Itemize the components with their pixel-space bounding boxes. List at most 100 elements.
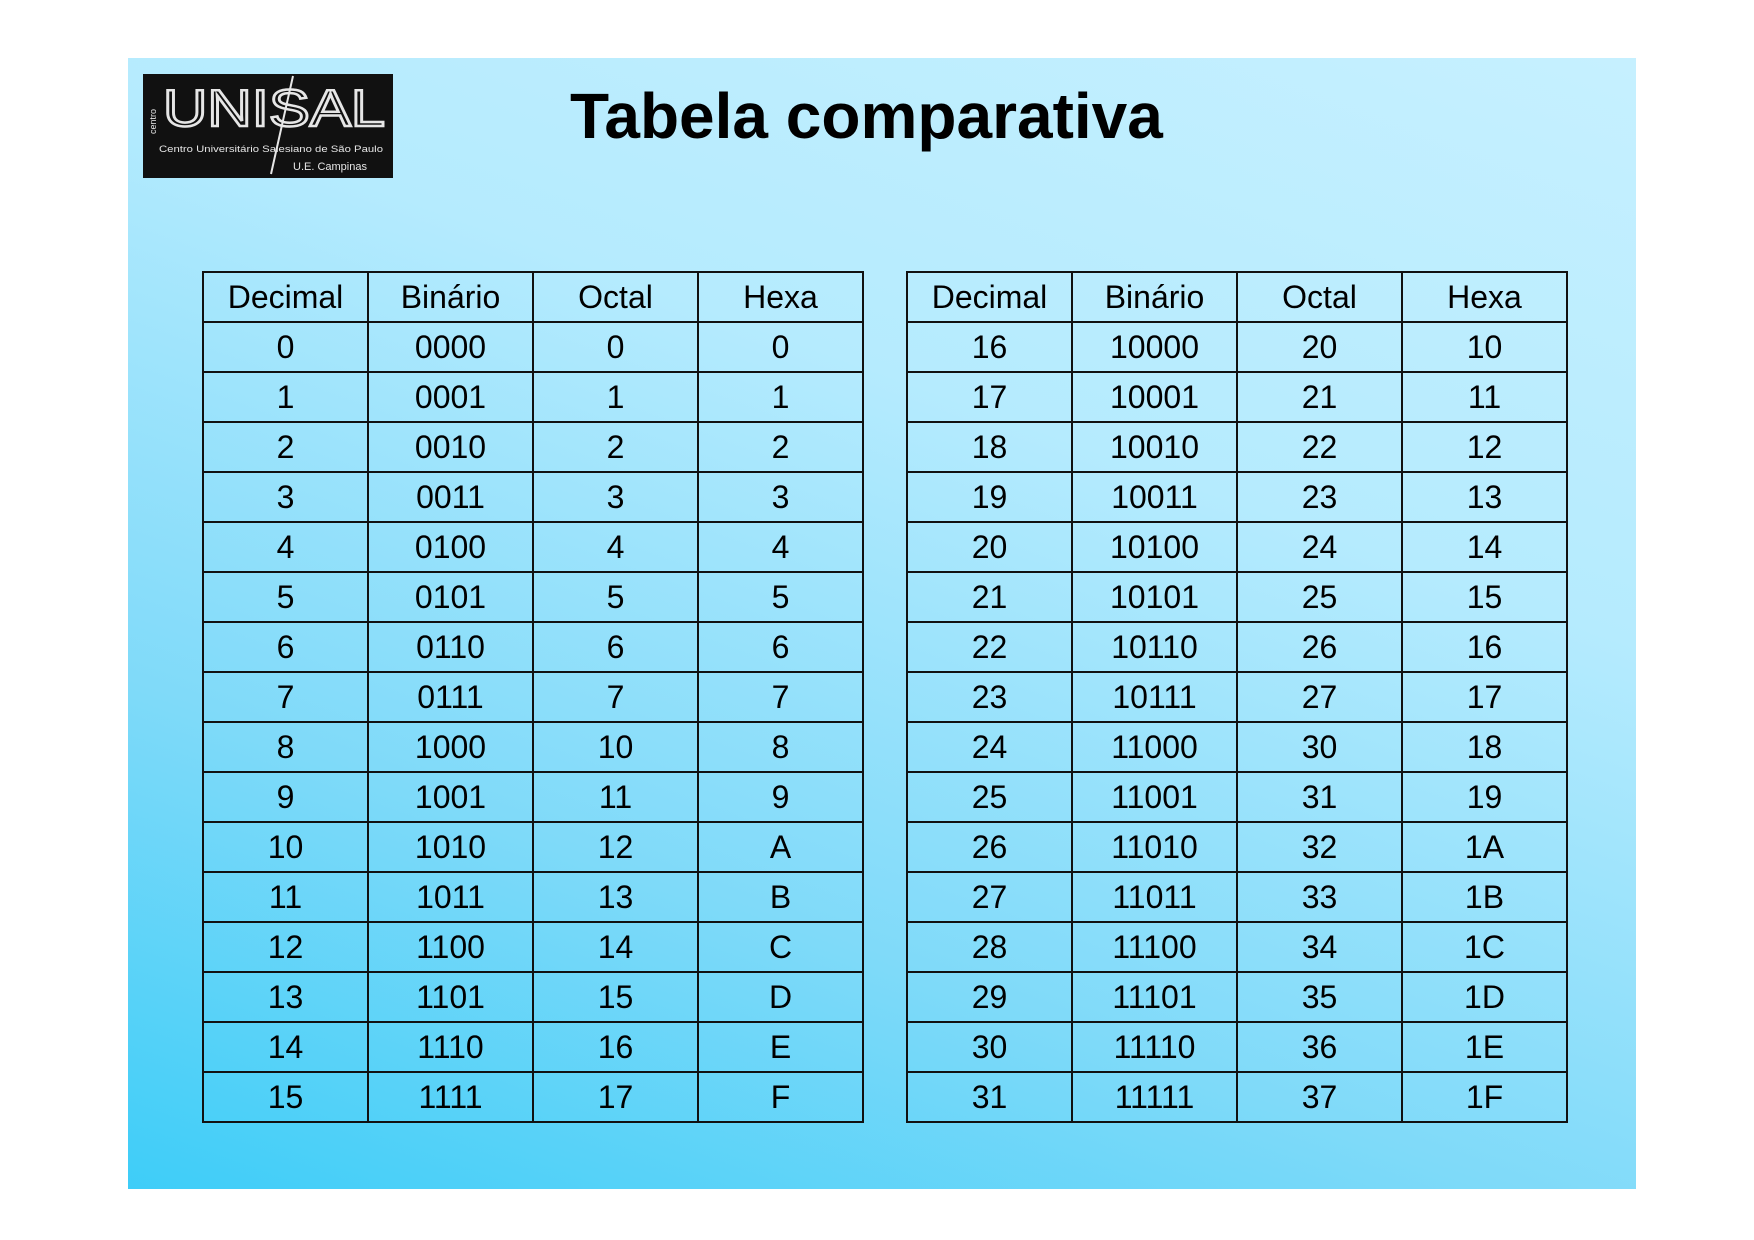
cell-decimal: 7 — [202, 671, 369, 723]
cell-hexa: B — [697, 871, 864, 923]
cell-binario: 11100 — [1071, 921, 1238, 973]
cell-octal: 22 — [1236, 421, 1403, 473]
cell-octal: 14 — [532, 921, 699, 973]
cell-hexa: F — [697, 1071, 864, 1123]
logo-graphic: centro UNISAL Centro Universitário Sales… — [148, 75, 386, 175]
cell-hexa: 10 — [1401, 321, 1568, 373]
cell-hexa: 18 — [1401, 721, 1568, 773]
table-row: 23 10111 27 17 — [906, 671, 1568, 723]
cell-octal: 34 — [1236, 921, 1403, 973]
cell-decimal: 24 — [906, 721, 1073, 773]
cell-octal: 11 — [532, 771, 699, 823]
unisal-logo: centro UNISAL Centro Universitário Sales… — [143, 74, 393, 178]
cell-binario: 11001 — [1071, 771, 1238, 823]
cell-octal: 16 — [532, 1021, 699, 1073]
cell-octal: 30 — [1236, 721, 1403, 773]
cell-binario: 0111 — [367, 671, 534, 723]
cell-binario: 11110 — [1071, 1021, 1238, 1073]
cell-decimal: 18 — [906, 421, 1073, 473]
table-row: 11 1011 13 B — [202, 871, 864, 923]
table-row: 13 1101 15 D — [202, 971, 864, 1023]
cell-binario: 11111 — [1071, 1071, 1238, 1123]
cell-decimal: 2 — [202, 421, 369, 473]
cell-binario: 11000 — [1071, 721, 1238, 773]
table-row: 21 10101 25 15 — [906, 571, 1568, 623]
table-row: 27 11011 33 1B — [906, 871, 1568, 923]
cell-octal: 3 — [532, 471, 699, 523]
table-header-row: Decimal Binário Octal Hexa — [202, 271, 864, 323]
cell-octal: 26 — [1236, 621, 1403, 673]
cell-decimal: 1 — [202, 371, 369, 423]
cell-binario: 10100 — [1071, 521, 1238, 573]
cell-hexa: 7 — [697, 671, 864, 723]
table-row: 22 10110 26 16 — [906, 621, 1568, 673]
cell-binario: 11101 — [1071, 971, 1238, 1023]
cell-decimal: 4 — [202, 521, 369, 573]
cell-octal: 25 — [1236, 571, 1403, 623]
table-row: 16 10000 20 10 — [906, 321, 1568, 373]
cell-binario: 0100 — [367, 521, 534, 573]
cell-hexa: 5 — [697, 571, 864, 623]
cell-binario: 1001 — [367, 771, 534, 823]
cell-decimal: 17 — [906, 371, 1073, 423]
cell-octal: 36 — [1236, 1021, 1403, 1073]
cell-hexa: 1F — [1401, 1071, 1568, 1123]
cell-decimal: 23 — [906, 671, 1073, 723]
cell-binario: 10110 — [1071, 621, 1238, 673]
cell-decimal: 3 — [202, 471, 369, 523]
table-row: 3 0011 3 3 — [202, 471, 864, 523]
header-hexa: Hexa — [697, 271, 864, 323]
cell-octal: 27 — [1236, 671, 1403, 723]
cell-hexa: 12 — [1401, 421, 1568, 473]
cell-binario: 1101 — [367, 971, 534, 1023]
cell-hexa: 0 — [697, 321, 864, 373]
cell-hexa: 2 — [697, 421, 864, 473]
table-row: 20 10100 24 14 — [906, 521, 1568, 573]
cell-binario: 11010 — [1071, 821, 1238, 873]
cell-decimal: 29 — [906, 971, 1073, 1023]
cell-octal: 33 — [1236, 871, 1403, 923]
table-row: 0 0000 0 0 — [202, 321, 864, 373]
header-hexa: Hexa — [1401, 271, 1568, 323]
table-body: 0 0000 0 0 1 0001 1 1 2 0010 2 2 3 0011 3 3 4 0100 4 4 5 0101… — [202, 321, 864, 1123]
cell-decimal: 27 — [906, 871, 1073, 923]
table-row: 15 1111 17 F — [202, 1071, 864, 1123]
table-header-row: Decimal Binário Octal Hexa — [906, 271, 1568, 323]
cell-octal: 6 — [532, 621, 699, 673]
cell-hexa: 1 — [697, 371, 864, 423]
cell-decimal: 11 — [202, 871, 369, 923]
table-row: 18 10010 22 12 — [906, 421, 1568, 473]
logo-slash-mark — [270, 75, 294, 175]
cell-decimal: 28 — [906, 921, 1073, 973]
cell-binario: 1011 — [367, 871, 534, 923]
cell-octal: 32 — [1236, 821, 1403, 873]
cell-decimal: 16 — [906, 321, 1073, 373]
cell-binario: 1010 — [367, 821, 534, 873]
header-octal: Octal — [532, 271, 699, 323]
logo-campus: U.E. Campinas — [293, 161, 367, 173]
cell-octal: 1 — [532, 371, 699, 423]
cell-decimal: 25 — [906, 771, 1073, 823]
table-row: 1 0001 1 1 — [202, 371, 864, 423]
header-decimal: Decimal — [202, 271, 369, 323]
cell-decimal: 21 — [906, 571, 1073, 623]
cell-hexa: 14 — [1401, 521, 1568, 573]
header-decimal: Decimal — [906, 271, 1073, 323]
slide-title: Tabela comparativa — [570, 80, 1163, 152]
cell-decimal: 5 — [202, 571, 369, 623]
table-row: 31 11111 37 1F — [906, 1071, 1568, 1123]
cell-binario: 10000 — [1071, 321, 1238, 373]
header-binario: Binário — [1071, 271, 1238, 323]
cell-octal: 17 — [532, 1071, 699, 1123]
cell-hexa: 17 — [1401, 671, 1568, 723]
table-row: 30 11110 36 1E — [906, 1021, 1568, 1073]
cell-decimal: 22 — [906, 621, 1073, 673]
cell-binario: 0000 — [367, 321, 534, 373]
cell-octal: 15 — [532, 971, 699, 1023]
cell-hexa: C — [697, 921, 864, 973]
cell-octal: 12 — [532, 821, 699, 873]
cell-binario: 0010 — [367, 421, 534, 473]
cell-octal: 20 — [1236, 321, 1403, 373]
table-row: 25 11001 31 19 — [906, 771, 1568, 823]
cell-binario: 10101 — [1071, 571, 1238, 623]
